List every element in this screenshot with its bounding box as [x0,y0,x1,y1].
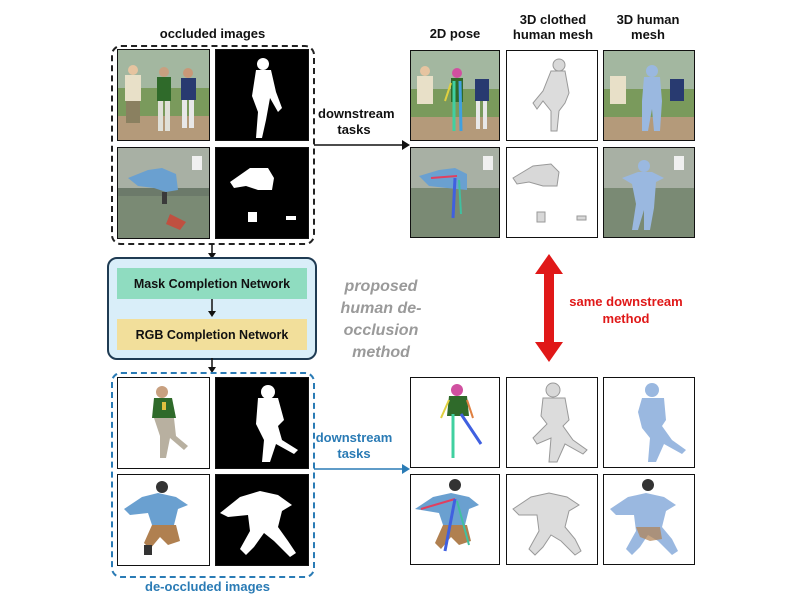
deoccluded-images-label: de-occluded images [145,579,270,594]
deoccluded-mask-baseball [215,377,309,469]
clothed-mesh-deoccluded-1 [506,377,598,468]
pose-occluded-1 [410,50,500,141]
clothed-mesh-occluded-1 [506,50,598,141]
deoccluded-images-group [111,372,315,578]
human-mesh-occluded-2 [603,147,695,238]
arrow-to-pipeline [208,244,216,259]
downstream-tasks-label-top: downstream tasks [318,106,395,137]
deocclusion-pipeline: Mask Completion Network RGB Completion N… [107,257,317,360]
clothed-mesh-header: 3D clothed human mesh [512,12,594,42]
pose-deoccluded-2 [410,474,500,565]
clothed-mesh-occluded-2 [506,147,598,238]
occluded-mask-fence [215,147,309,239]
human-mesh-deoccluded-1 [603,377,695,468]
downstream-arrow-top [314,140,410,150]
mask-completion-network: Mask Completion Network [117,268,307,299]
pose2d-header: 2D pose [429,26,481,41]
pose-occluded-2 [410,147,500,238]
human-mesh-deoccluded-2 [603,474,695,565]
rgb-completion-network: RGB Completion Network [117,319,307,350]
same-method-label: same downstream method [569,294,683,326]
clothed-mesh-deoccluded-2 [506,474,598,565]
deoccluded-photo-fence [117,474,210,566]
proposed-method-label: proposed human de-occlusion method [340,278,422,361]
pipeline-inner-arrow [208,299,216,317]
deoccluded-mask-fence [215,474,309,566]
occluded-mask-baseball [215,49,309,141]
downstream-tasks-label-bottom: downstream tasks [315,430,393,461]
occluded-images-label: occluded images [159,26,266,41]
arrow-to-deoccluded [208,358,216,373]
occluded-photo-fence [117,147,210,239]
human-mesh-occluded-1 [603,50,695,141]
downstream-arrow-bottom [314,464,410,474]
human-mesh-header: 3D human mesh [616,12,680,42]
same-method-double-arrow [535,254,563,362]
pose-deoccluded-1 [410,377,500,468]
occluded-photo-baseball [117,49,210,141]
deoccluded-photo-baseball [117,377,210,469]
